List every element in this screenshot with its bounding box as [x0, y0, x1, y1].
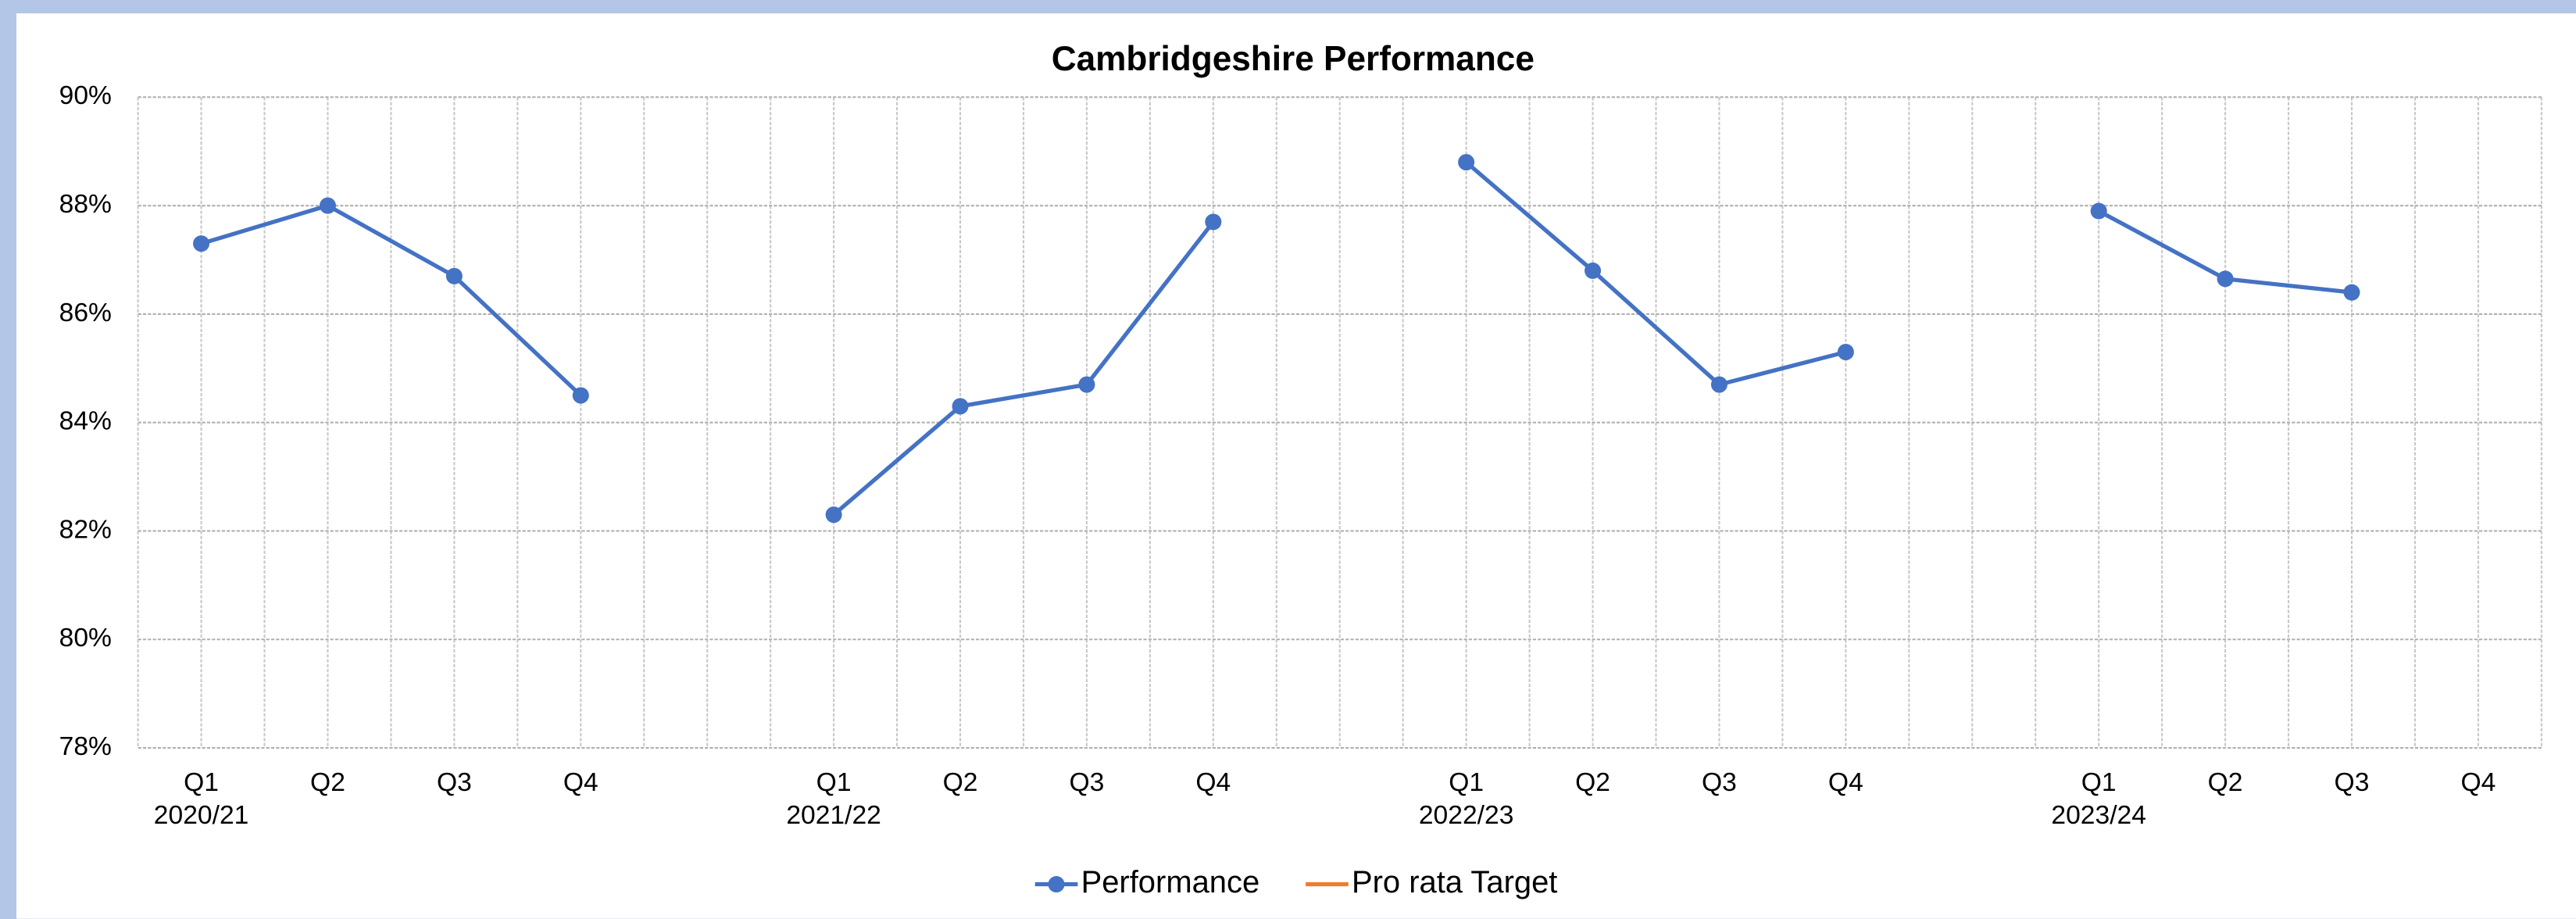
- y-tick-label: 86%: [59, 299, 112, 327]
- y-tick-label: 82%: [59, 515, 112, 544]
- legend-label: Performance: [1081, 865, 1260, 899]
- legend-label: Pro rata Target: [1352, 865, 1557, 899]
- chart-title: Cambridgeshire Performance: [1052, 40, 1535, 78]
- data-point: [1585, 262, 1602, 279]
- x-tick-label: Q4: [2460, 768, 2496, 797]
- x-tick-label: Q2: [310, 768, 345, 797]
- x-tick-label: Q3: [1069, 768, 1104, 797]
- y-tick-label: 78%: [59, 732, 112, 761]
- data-point: [1078, 376, 1095, 393]
- x-group-label: 2023/24: [2051, 801, 2146, 830]
- series-line: [200, 160, 2353, 517]
- data-point: [2217, 270, 2234, 288]
- chart-area: [16, 13, 2576, 919]
- data-point: [2343, 284, 2360, 301]
- x-tick-label: Q3: [437, 768, 472, 797]
- data-point: [1837, 343, 1854, 360]
- legend-marker: [1048, 876, 1065, 893]
- data-point: [1458, 154, 1475, 171]
- data-point: [2090, 202, 2107, 220]
- y-tick-label: 90%: [59, 81, 112, 110]
- x-tick-label: Q2: [943, 768, 978, 797]
- x-tick-label: Q4: [1195, 768, 1231, 797]
- x-group-label: 2021/22: [786, 801, 881, 830]
- data-point: [445, 267, 463, 284]
- data-point: [1205, 213, 1222, 231]
- y-tick-label: 84%: [59, 407, 112, 436]
- x-tick-label: Q4: [563, 768, 598, 797]
- data-point: [319, 197, 336, 214]
- x-tick-label: Q1: [816, 768, 852, 797]
- data-point: [572, 387, 589, 404]
- x-tick-label: Q4: [1828, 768, 1863, 797]
- x-tick-label: Q1: [1449, 768, 1484, 797]
- data-point: [952, 398, 969, 415]
- x-tick-label: Q3: [2335, 768, 2370, 797]
- data-point: [1710, 376, 1727, 393]
- x-group-label: 2022/23: [1419, 801, 1514, 830]
- x-group-label: 2020/21: [154, 801, 249, 830]
- data-point: [825, 506, 842, 524]
- x-tick-label: Q3: [1702, 768, 1737, 797]
- x-tick-label: Q1: [2081, 768, 2117, 797]
- x-tick-label: Q2: [1575, 768, 1610, 797]
- x-tick-label: Q1: [184, 768, 219, 797]
- data-point: [193, 235, 210, 252]
- y-tick-label: 80%: [59, 624, 112, 653]
- y-tick-label: 88%: [59, 190, 112, 219]
- x-tick-label: Q2: [2208, 768, 2243, 797]
